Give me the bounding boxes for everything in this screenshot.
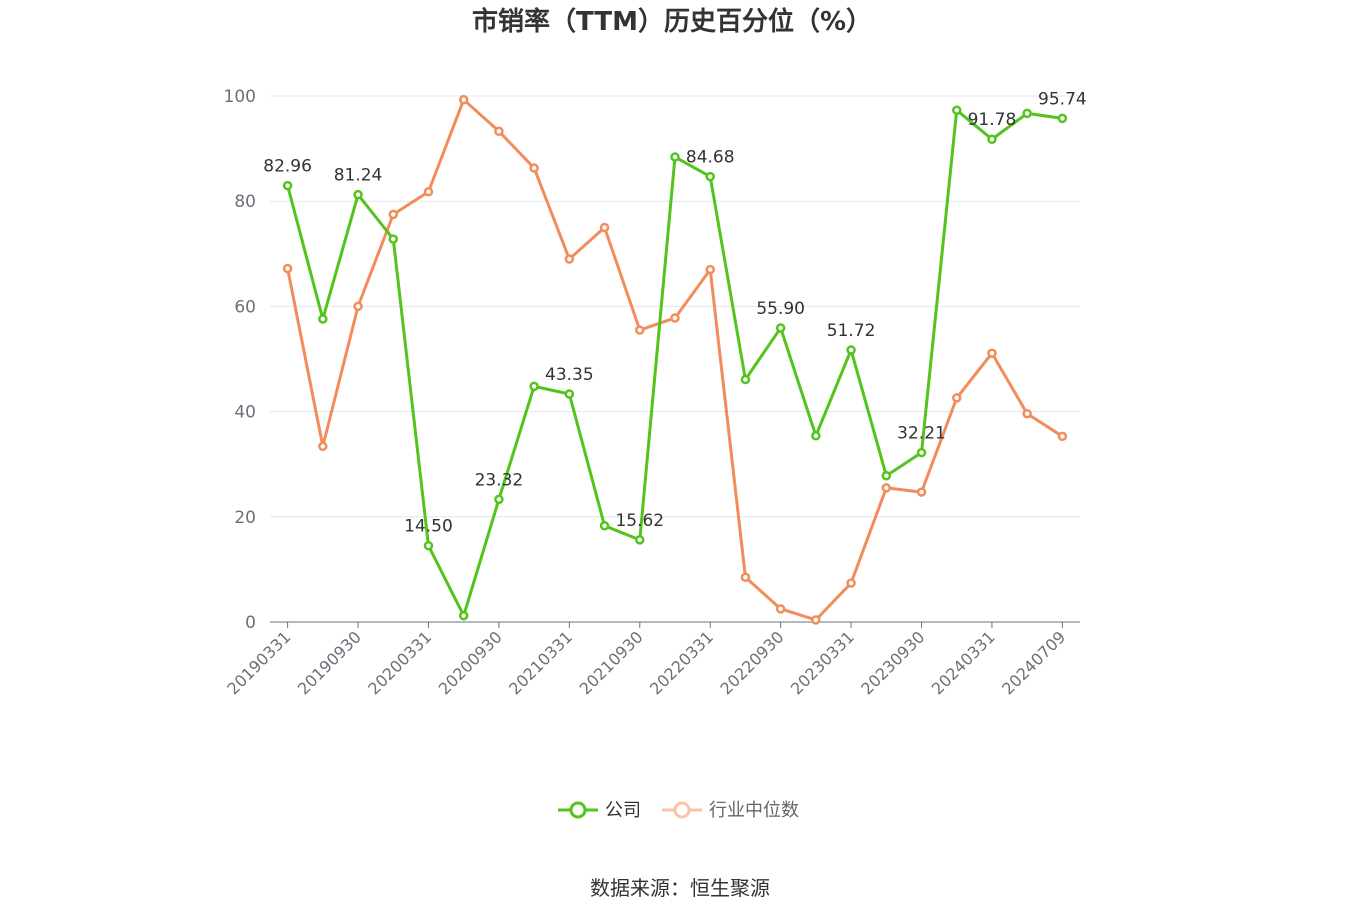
x-tick-label: 20220331 (646, 627, 717, 698)
company-data-label: 81.24 (334, 166, 383, 186)
company-data-label: 43.35 (545, 365, 594, 385)
y-tick-label: 40 (234, 403, 256, 423)
company-point (1022, 108, 1032, 119)
company-point (458, 610, 469, 621)
company-point (635, 535, 645, 545)
company-point (670, 152, 680, 162)
company-point (564, 389, 575, 399)
industry-median-point (1057, 431, 1068, 442)
industry-median-point (388, 209, 399, 220)
company-line (286, 108, 1063, 618)
company-point (599, 520, 610, 531)
industry-median-point (599, 222, 610, 233)
legend[interactable]: 公司 行业中位数 (558, 800, 799, 821)
y-tick-label: 0 (245, 613, 256, 633)
company-data-label: 51.72 (827, 321, 876, 341)
company-point (881, 471, 892, 481)
industry-median-point (282, 263, 293, 274)
company-data-label: 55.90 (756, 299, 805, 319)
industry-median-point (353, 301, 363, 312)
company-point (388, 234, 399, 244)
industry-median-point (529, 163, 539, 173)
industry-median-point (705, 264, 715, 275)
industry-median-point (564, 254, 575, 264)
company-point (353, 189, 363, 200)
legend-item-company[interactable]: 公司 (558, 800, 641, 821)
company-point (423, 540, 434, 551)
industry-median-point (670, 313, 680, 323)
industry-median-point (916, 487, 927, 497)
company-data-label: 84.68 (686, 148, 735, 168)
industry-median-point (846, 578, 856, 588)
company-point (775, 323, 786, 333)
company-point (916, 447, 927, 458)
series-company (282, 105, 1068, 621)
industry-median-point (951, 393, 962, 403)
industry-median-point (740, 572, 751, 583)
y-tick-label: 100 (224, 87, 256, 107)
company-point (318, 314, 328, 324)
industry-median-point (318, 441, 328, 452)
data-labels: 82.96 81.24 14.50 23.32 43.35 15.62 84.68 55.90… (263, 89, 1086, 536)
legend-industry-label: 行业中位数 (709, 800, 799, 821)
x-tick-label: 20230930 (857, 627, 928, 698)
x-axis: 20190331 20190930 20200331 20200930 20210331… (223, 621, 1080, 698)
y-tick-label: 60 (234, 297, 256, 317)
x-tick-label: 20240331 (928, 627, 999, 698)
company-point (740, 374, 751, 385)
company-data-label: 32.21 (897, 424, 946, 444)
industry-median-point (811, 615, 821, 625)
x-tick-label: 20240709 (998, 627, 1069, 698)
y-tick-label: 80 (234, 192, 256, 212)
x-tick-label: 20210331 (505, 627, 576, 698)
grid-lines (270, 95, 1080, 518)
industry-median-point (458, 94, 469, 105)
company-point (705, 171, 715, 182)
industry-median-line (286, 98, 1064, 622)
company-point (1057, 113, 1068, 124)
company-data-label: 82.96 (263, 157, 312, 177)
company-point (811, 431, 821, 441)
legend-item-industry-median[interactable]: 行业中位数 (662, 800, 799, 821)
company-point (987, 134, 997, 144)
y-axis: 0 20 40 60 80 100 (224, 87, 256, 633)
legend-company-label: 公司 (605, 800, 641, 821)
company-point (282, 180, 293, 191)
legend-company-marker-icon (569, 801, 587, 819)
source-note: 数据来源：恒生聚源 (590, 876, 770, 900)
company-data-label: 14.50 (404, 517, 453, 537)
industry-median-point (635, 325, 645, 335)
x-tick-label: 20230331 (787, 627, 858, 698)
x-tick-label: 20220930 (716, 627, 787, 698)
company-point (529, 381, 539, 392)
industry-median-point (987, 348, 997, 358)
company-data-label: 15.62 (615, 511, 664, 531)
x-tick-label: 20190930 (294, 627, 365, 698)
company-point (951, 105, 962, 115)
y-tick-label: 20 (234, 508, 256, 528)
series-layer (282, 94, 1068, 625)
series-industry-median (282, 94, 1068, 625)
industry-median-point (1022, 408, 1032, 419)
industry-median-point (881, 483, 892, 493)
company-point (494, 494, 504, 505)
industry-median-point (494, 126, 504, 136)
company-data-label: 95.74 (1038, 89, 1087, 109)
x-tick-label: 20210930 (576, 627, 647, 698)
x-tick-label: 20200930 (435, 627, 506, 698)
industry-median-point (423, 186, 434, 197)
company-data-label: 23.32 (475, 470, 524, 490)
x-tick-label: 20200331 (364, 627, 435, 698)
legend-industry-marker-icon (673, 801, 691, 819)
company-data-label: 91.78 (968, 110, 1017, 130)
company-point (846, 345, 856, 355)
x-tick-label: 20190331 (223, 627, 294, 698)
industry-median-point (775, 604, 786, 614)
chart-title: 市销率（TTM）历史百分位（%） (472, 6, 872, 37)
